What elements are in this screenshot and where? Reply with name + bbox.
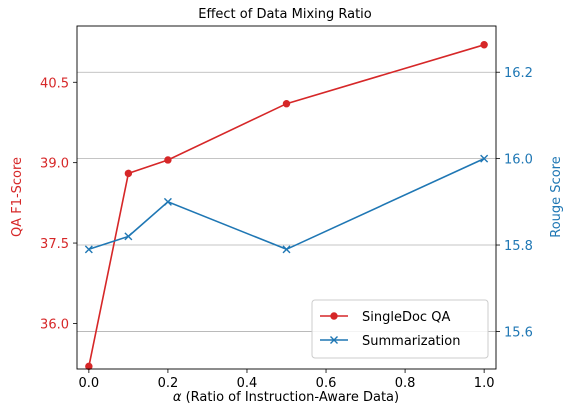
legend-marker-summarization	[330, 336, 338, 344]
series-1-point-0	[84, 245, 93, 254]
series-0-point-1	[124, 169, 133, 178]
right-axis-label: Rouge Score	[549, 156, 564, 237]
legend-frame	[311, 299, 489, 359]
series-0-point-3	[282, 100, 291, 108]
left-tick-label-3: 40.5	[40, 76, 69, 91]
series-1-point-2	[163, 197, 172, 206]
right-tick-label-2: 16.0	[504, 153, 533, 168]
series-layer	[84, 41, 489, 371]
left-tick-label-0: 36.0	[40, 317, 69, 332]
right-tick-label-3: 16.2	[504, 66, 533, 81]
x-tick-label-2: 0.4	[237, 376, 258, 391]
plot-frame	[76, 25, 497, 370]
series-0-point-0	[85, 362, 93, 371]
x-axis-label-symbol: α	[173, 390, 182, 405]
x-axis-label-text: (Ratio of Instruction-Aware Data)	[181, 390, 399, 405]
left-tick-label-1: 37.5	[40, 237, 69, 252]
left-tick-label-2: 39.0	[40, 157, 69, 172]
grid	[77, 71, 496, 332]
x-tick-label-0: 0.0	[79, 376, 100, 391]
legend: SingleDoc QA Summarization	[311, 299, 489, 359]
series-1-point-3	[282, 245, 291, 254]
x-axis-label: α (Ratio of Instruction-Aware Data)	[173, 390, 399, 405]
chart-title: Effect of Data Mixing Ratio	[198, 7, 372, 22]
series-0-point-4	[480, 41, 488, 49]
legend-label-singledoc: SingleDoc QA	[362, 310, 450, 325]
series-line-1	[88, 157, 485, 251]
series-1-point-4	[480, 154, 489, 163]
legend-marker-singledoc	[330, 312, 338, 320]
x-tick-label-1: 0.2	[158, 376, 179, 391]
axes-layer: 0.0 0.2 0.4 0.6 0.8 1.0 36.0 37.5 39.0 40.5 15.6 15…	[40, 66, 533, 391]
right-tick-label-0: 15.6	[504, 325, 533, 340]
series-1-point-1	[124, 232, 133, 241]
x-tick-label-5: 1.0	[474, 376, 495, 391]
left-axis-label: QA F1-Score	[10, 157, 25, 237]
legend-label-summarization: Summarization	[362, 334, 460, 349]
right-tick-label-1: 15.8	[504, 239, 533, 254]
x-tick-label-4: 0.8	[395, 376, 416, 391]
x-tick-label-3: 0.6	[316, 376, 337, 391]
series-0-point-2	[164, 156, 172, 164]
